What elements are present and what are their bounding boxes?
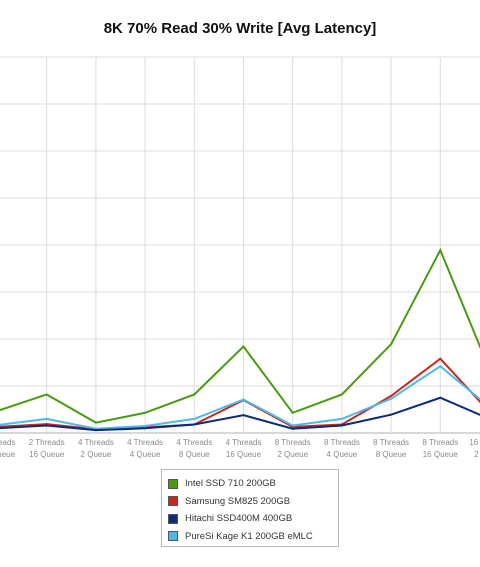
data-point [94,421,97,424]
data-point [340,417,343,420]
data-point [144,424,147,427]
data-point [45,393,48,396]
series-line [0,357,480,431]
x-tick-label: 4 Threads [78,438,114,447]
data-point [193,417,196,420]
data-point [45,417,48,420]
legend-label: Hitachi SSD400M 400GB [185,513,293,525]
legend-item: Samsung SM825 200GB [168,493,332,511]
x-tick-label: 4 Queue [130,450,161,459]
data-point [340,393,343,396]
x-tick-label: 2 Queue [474,450,480,459]
legend-swatch [168,531,178,542]
data-point [340,424,343,427]
data-point [291,424,294,427]
data-point [291,411,294,414]
x-tick-label: 2 Queue [81,450,112,459]
x-tick-label: 4 Threads [176,438,212,447]
x-tick-label: 16 Queue [423,450,459,459]
data-point [390,343,393,346]
x-tick-label: 4 Queue [327,450,358,459]
x-tick-label: 2 Queue [277,450,308,459]
x-tick-label: 16 Threads [469,438,480,447]
data-point [439,365,442,368]
data-point [439,357,442,360]
x-tick-label: 8 Threads [324,438,360,447]
legend-swatch [168,478,178,489]
grid-layer [0,56,480,434]
legend-label: Samsung SM825 200GB [185,495,291,507]
x-tick-label: 8 Threads [422,438,458,447]
series-intel-ssd-710-200gb [0,247,480,424]
data-point [45,424,48,427]
x-tick-label: 16 Queue [0,450,16,459]
x-tick-label: 8 Queue [376,450,407,459]
data-point [193,423,196,426]
data-point [390,413,393,416]
legend-label: Intel SSD 710 200GB [185,478,276,490]
data-point [144,427,147,430]
series-line [0,365,480,430]
data-point [242,414,245,417]
data-point [390,397,393,400]
legend: Intel SSD 710 200GB Samsung SM825 200GB Hi… [161,469,339,547]
x-axis-ticks: 1 Threads 16 Queue 2 Threads 16 Queue 4 Thre… [0,438,480,459]
data-point [144,411,147,414]
chart-title: 8K 70% Read 30% Write [Avg Latency] [103,20,377,37]
x-tick-label: 16 Queue [226,450,262,459]
data-point [242,398,245,401]
x-tick-label: 1 Threads [0,438,15,447]
data-point [242,345,245,348]
data-point [390,394,393,397]
legend-label: PureSi Kage K1 200GB eMLC [185,530,313,542]
x-tick-label: 8 Queue [179,450,210,459]
legend-item: Hitachi SSD400M 400GB [168,510,332,528]
x-tick-label: 4 Threads [226,438,262,447]
data-point [94,429,97,432]
series-samsung-sm825-200gb [0,357,480,431]
legend-swatch [168,513,178,524]
series-line [0,247,480,424]
data-point [439,249,442,252]
legend-item: PureSi Kage K1 200GB eMLC [168,528,332,546]
series-hitachi-ssd400m-400gb [0,396,480,432]
x-tick-label: 8 Threads [275,438,311,447]
data-point [193,393,196,396]
x-tick-label: 4 Threads [127,438,163,447]
data-point [439,396,442,399]
x-tick-label: 16 Queue [29,450,65,459]
x-tick-label: 8 Threads [373,438,409,447]
x-tick-label: 2 Threads [29,438,65,447]
legend-item: Intel SSD 710 200GB [168,475,332,493]
series-layer [0,247,480,432]
legend-swatch [168,496,178,507]
series-puresi-kage-k1-200gb-emlc [0,365,480,430]
data-point [291,427,294,430]
